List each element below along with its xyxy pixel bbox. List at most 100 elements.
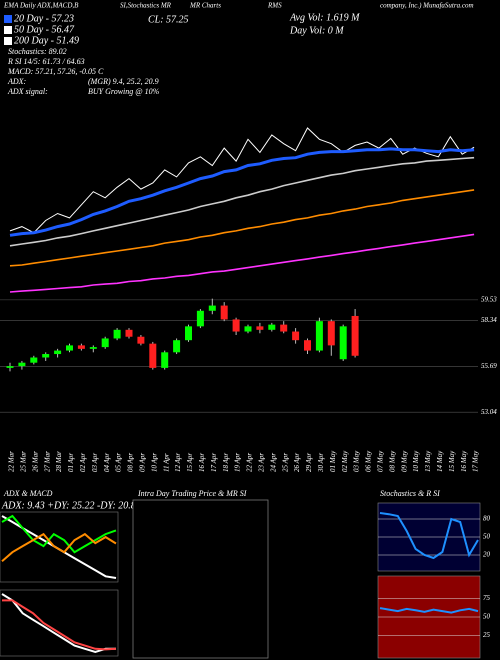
panel-title: Stochastics & R SI bbox=[380, 489, 440, 498]
candle-body bbox=[339, 326, 347, 360]
x-tick-label: 27 Mar bbox=[43, 451, 51, 472]
x-tick-label: 29 Apr bbox=[305, 453, 313, 472]
y-tick-label: 53.04 bbox=[481, 408, 497, 416]
candle-body bbox=[30, 357, 38, 363]
x-tick-label: 16 May bbox=[460, 450, 468, 472]
x-tick-label: 22 Mar bbox=[8, 451, 16, 472]
adx-label: ADX: bbox=[7, 77, 27, 86]
x-tick-label: 04 Apr bbox=[103, 453, 111, 472]
x-tick-label: 16 Apr bbox=[198, 453, 206, 472]
close-label: CL: 57.25 bbox=[148, 14, 189, 25]
x-tick-label: 17 May bbox=[472, 450, 480, 472]
candle-body bbox=[54, 350, 62, 355]
x-tick-label: 15 Apr bbox=[186, 453, 194, 472]
adx-value: (MGR) 9.4, 25.2, 20.9 bbox=[88, 77, 159, 86]
legend-label: 20 Day - 57.23 bbox=[14, 13, 74, 24]
x-tick-label: 03 Apr bbox=[91, 453, 99, 472]
candle-body bbox=[89, 347, 97, 349]
x-tick-label: 10 Apr bbox=[150, 453, 158, 472]
header-text: RMS bbox=[267, 2, 282, 10]
candle-body bbox=[149, 343, 157, 368]
x-tick-label: 08 Apr bbox=[127, 453, 135, 472]
series-line bbox=[379, 512, 479, 560]
panel-frame bbox=[0, 511, 119, 583]
y-tick-label: 58.34 bbox=[481, 316, 497, 324]
candle-body bbox=[315, 321, 323, 351]
x-tick-label: 26 Apr bbox=[293, 453, 301, 472]
candle-body bbox=[220, 305, 228, 320]
y-tick-label: 50 bbox=[483, 533, 491, 541]
candle-body bbox=[113, 329, 121, 339]
x-tick-label: 06 May bbox=[365, 450, 373, 472]
x-tick-label: 28 Mar bbox=[55, 451, 63, 472]
x-tick-label: 13 May bbox=[424, 450, 432, 472]
y-tick-label: 55.69 bbox=[481, 362, 497, 370]
header-text: company, Inc.) MunafaSutra.com bbox=[380, 2, 474, 10]
candle-body bbox=[42, 354, 50, 358]
candle-body bbox=[6, 366, 14, 368]
candle-body bbox=[280, 324, 288, 332]
candle-body bbox=[161, 352, 169, 368]
candle-body bbox=[268, 324, 276, 330]
candle-body bbox=[351, 315, 359, 356]
x-tick-label: 30 Apr bbox=[317, 453, 325, 473]
y-tick-label: 25 bbox=[483, 631, 491, 639]
candle-body bbox=[304, 340, 311, 351]
candle-body bbox=[196, 310, 204, 327]
candle-body bbox=[173, 340, 181, 353]
x-tick-label: 24 Apr bbox=[269, 453, 277, 472]
candle-body bbox=[208, 305, 216, 311]
panel-frame bbox=[0, 589, 119, 657]
panel-frame bbox=[132, 499, 269, 659]
rsi-label: R SI 14/5: 61.73 / 64.63 bbox=[7, 57, 85, 66]
legend-swatch bbox=[4, 15, 12, 23]
candle-body bbox=[125, 329, 133, 337]
x-tick-label: 19 Apr bbox=[234, 453, 242, 472]
x-tick-label: 03 May bbox=[353, 450, 361, 472]
x-tick-label: 25 Apr bbox=[281, 453, 289, 472]
x-tick-label: 05 Apr bbox=[115, 453, 123, 472]
x-tick-label: 07 May bbox=[377, 450, 385, 472]
candle-body bbox=[327, 321, 335, 346]
x-tick-label: 15 May bbox=[448, 450, 456, 472]
series-line bbox=[9, 156, 475, 247]
series-line bbox=[9, 147, 475, 237]
macd-label: MACD: 57.21, 57.26, -0.05 C bbox=[7, 67, 104, 76]
panel-subtitle: ADX: 9.43 +DY: 25.22 -DY: 20.87 bbox=[1, 500, 142, 511]
y-tick-label: 50 bbox=[483, 613, 491, 621]
series-line bbox=[1, 593, 116, 654]
candle-body bbox=[77, 345, 85, 349]
header-text: MR Charts bbox=[189, 2, 221, 10]
candle-body bbox=[292, 331, 300, 341]
avg-vol: Avg Vol: 1.619 M bbox=[289, 12, 360, 23]
series-line bbox=[1, 514, 117, 554]
y-tick-label: 75 bbox=[483, 594, 491, 602]
x-tick-label: 02 May bbox=[341, 450, 349, 472]
candle-body bbox=[66, 345, 73, 351]
x-tick-label: 09 Apr bbox=[139, 453, 147, 472]
x-tick-label: 11 Apr bbox=[162, 453, 170, 472]
adx-signal-label: ADX signal: bbox=[7, 87, 48, 96]
legend-label: 200 Day - 51.49 bbox=[14, 35, 79, 46]
x-tick-label: 12 Apr bbox=[174, 453, 182, 472]
series-line bbox=[9, 189, 475, 267]
series-line bbox=[1, 532, 117, 562]
header-text: SI,Stochastics MR bbox=[120, 2, 172, 10]
y-tick-label: 80 bbox=[483, 515, 491, 523]
series-line bbox=[9, 233, 475, 293]
candle-body bbox=[244, 326, 252, 332]
candle-body bbox=[185, 326, 192, 341]
series-line bbox=[379, 607, 479, 614]
stoch-label: Stochastics: 89.02 bbox=[8, 47, 67, 56]
x-tick-label: 14 May bbox=[436, 450, 444, 472]
series-line bbox=[9, 127, 475, 234]
x-tick-label: 08 May bbox=[388, 450, 396, 472]
candle-body bbox=[101, 338, 109, 348]
y-tick-label: 20 bbox=[483, 551, 491, 559]
adx-signal-value: BUY Growing @ 10% bbox=[88, 87, 160, 96]
x-tick-label: 01 May bbox=[329, 450, 337, 472]
candle-body bbox=[137, 336, 145, 344]
candle-body bbox=[256, 326, 264, 330]
x-tick-label: 18 Apr bbox=[222, 453, 230, 472]
